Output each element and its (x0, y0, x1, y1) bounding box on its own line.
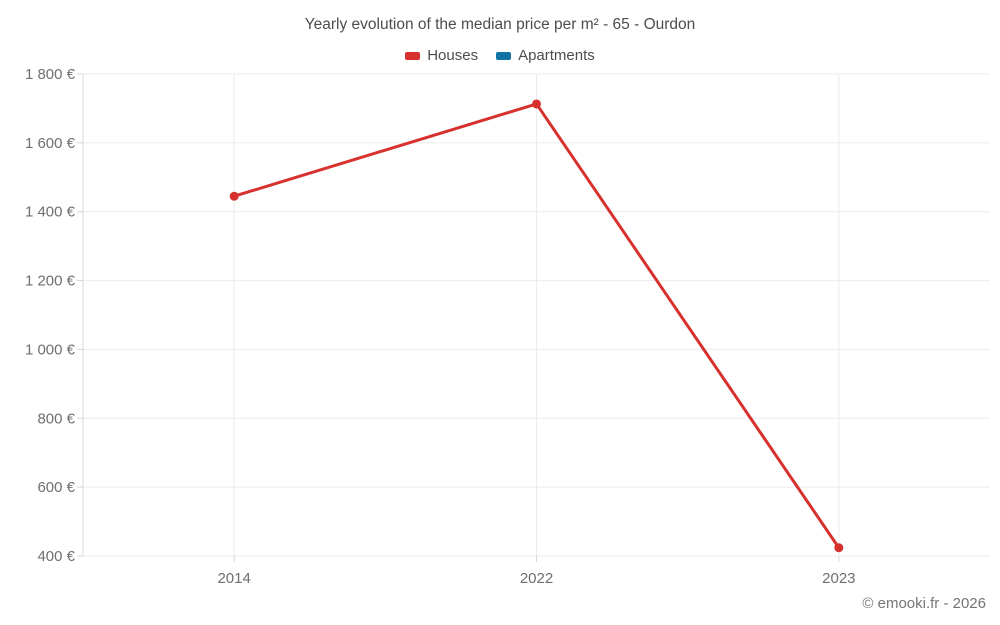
x-axis-label: 2023 (822, 570, 855, 587)
houses-data-point-2014[interactable] (229, 191, 239, 201)
apartments-swatch-icon (496, 51, 512, 60)
legend-item-houses[interactable]: Houses (405, 47, 478, 64)
y-axis-label: 1 000 € (25, 341, 76, 358)
x-axis-label: 2014 (217, 570, 250, 587)
legend-label: Apartments (518, 47, 595, 64)
chart-title: Yearly evolution of the median price per… (304, 16, 696, 33)
houses-data-point-2023[interactable] (834, 543, 844, 553)
houses-swatch-icon (405, 51, 421, 60)
y-axis-label: 1 200 € (25, 273, 76, 290)
houses-data-point-2022[interactable] (532, 99, 541, 109)
y-axis-label: 1 400 € (25, 204, 76, 221)
legend-label: Houses (427, 47, 479, 64)
y-axis-label: 400 € (37, 548, 75, 565)
x-axis-label: 2022 (520, 570, 553, 587)
y-axis-label: 1 800 € (25, 66, 76, 83)
y-axis-label: 1 600 € (25, 135, 76, 152)
legend: Houses Apartments (0, 47, 1000, 64)
y-axis-label: 600 € (37, 479, 75, 496)
legend-item-apartments[interactable]: Apartments (496, 47, 595, 64)
copyright-text: © emooki.fr - 2026 (862, 595, 986, 612)
y-axis-label: 800 € (37, 410, 75, 427)
